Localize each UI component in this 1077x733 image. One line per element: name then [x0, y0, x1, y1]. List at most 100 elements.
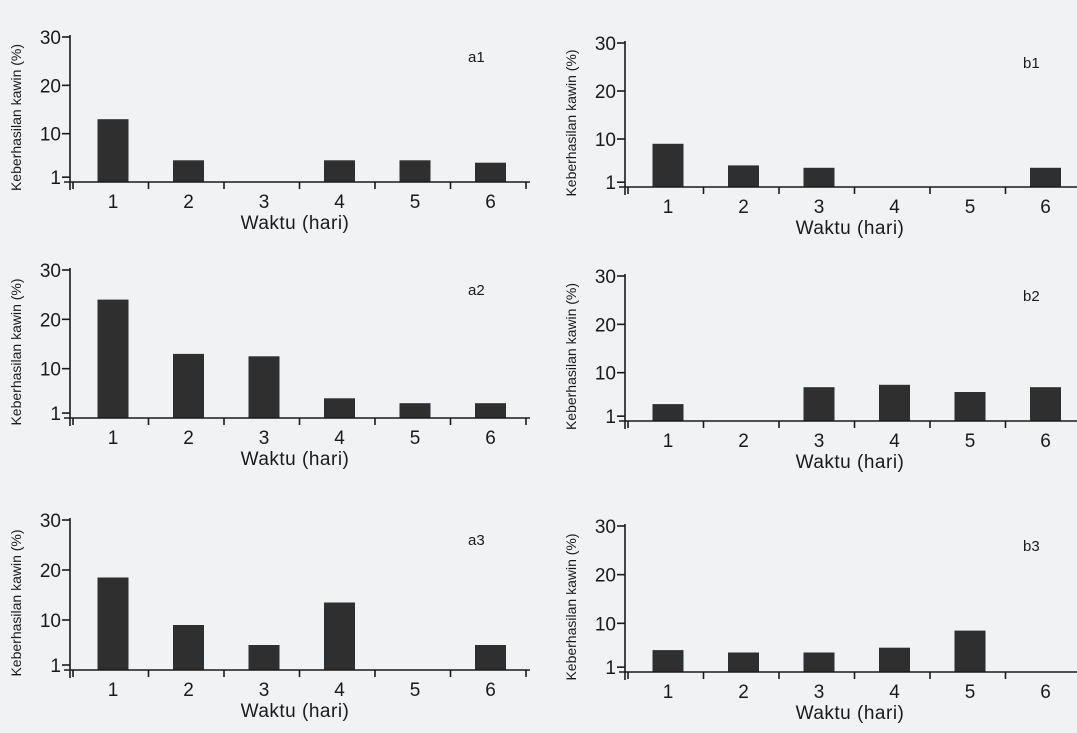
y-tick-label-a3-10: 10: [40, 611, 61, 632]
y-tick-label-a3-20: 20: [40, 561, 61, 582]
y-tick-label-a2-1: 1: [50, 404, 61, 425]
chart-panel-b3: 1 10 20 30 1 2 3 4 5 6 Waktu (hari) Keberhasilan ka…: [563, 517, 1077, 724]
y-tick-label-b1-30: 30: [595, 34, 616, 55]
bar-b2-1: [652, 404, 684, 421]
bar-a1-1: [97, 119, 129, 182]
panel-label-a1: a1: [468, 49, 485, 66]
x-tick-label-b1-1: 1: [663, 197, 674, 218]
bar-a2-2: [173, 353, 204, 418]
bar-a2-3: [248, 356, 280, 418]
panel-label-a3: a3: [468, 532, 485, 549]
x-tick-label-a2-4: 4: [334, 428, 345, 449]
x-tick-label-b2-3: 3: [814, 431, 825, 452]
y-tick-label-b2-30: 30: [595, 267, 616, 288]
x-tick-label-b3-1: 1: [663, 682, 674, 703]
bar-b2-4: [879, 384, 910, 422]
bar-b3-1: [652, 650, 684, 672]
bar-b2-5: [954, 392, 986, 421]
y-tick-label-a1-1: 1: [50, 168, 61, 189]
bar-a2-6: [475, 403, 506, 418]
x-tick-label-b2-4: 4: [889, 431, 900, 452]
x-tick-label-b1-4: 4: [889, 197, 900, 218]
y-tick-label-b2-10: 10: [595, 364, 616, 385]
bar-b1-6: [1030, 167, 1061, 187]
chart-panel-a2: 1 10 20 30 1 2 3 4 5 6 Waktu (hari) Keberhasilan ka…: [8, 261, 530, 470]
bar-b2-6: [1030, 387, 1061, 421]
bar-b3-5: [954, 630, 986, 672]
panel-label-a2: a2: [468, 282, 485, 299]
x-tick-label-b1-3: 3: [814, 197, 825, 218]
y-tick-label-a3-30: 30: [40, 511, 61, 532]
y-axis-title-b3: Keberhasilan kawin (%): [563, 533, 579, 680]
y-axis-title-a3: Keberhasilan kawin (%): [8, 529, 24, 676]
x-axis-title-a3: Waktu (hari): [241, 701, 350, 722]
x-axis-title-b3: Waktu (hari): [796, 703, 905, 724]
y-axis-title-b1: Keberhasilan kawin (%): [563, 49, 579, 196]
x-tick-label-b3-4: 4: [889, 682, 900, 703]
y-tick-label-b2-20: 20: [595, 315, 616, 336]
x-tick-label-a3-1: 1: [108, 680, 119, 701]
panel-label-b1: b1: [1023, 55, 1040, 72]
bar-b2-3: [803, 387, 835, 421]
x-tick-label-b3-6: 6: [1040, 682, 1051, 703]
y-tick-label-a1-20: 20: [40, 76, 61, 97]
chart-panel-b2: 1 10 20 30 1 2 3 4 5 6 Waktu (hari) Keberhasilan ka…: [563, 267, 1077, 473]
bar-b3-3: [803, 652, 835, 672]
x-tick-label-b3-2: 2: [738, 682, 749, 703]
x-tick-label-a1-6: 6: [485, 192, 496, 213]
panel-label-b3: b3: [1023, 538, 1040, 555]
x-tick-label-a3-2: 2: [183, 680, 194, 701]
bar-a2-1: [97, 299, 129, 418]
x-tick-label-b3-3: 3: [814, 682, 825, 703]
y-tick-label-a1-30: 30: [40, 28, 61, 49]
bar-a1-6: [475, 162, 506, 182]
bar-b3-2: [728, 652, 759, 672]
chart-panel-b1: 1 10 20 30 1 2 3 4 5 6 Waktu (hari) Keberhasilan ka…: [563, 34, 1077, 239]
x-tick-label-a2-1: 1: [108, 428, 119, 449]
x-tick-label-b1-2: 2: [738, 197, 749, 218]
x-tick-label-a2-5: 5: [410, 428, 421, 449]
bar-b1-1: [652, 143, 684, 187]
x-tick-label-a1-5: 5: [410, 192, 421, 213]
x-tick-label-a2-2: 2: [183, 428, 194, 449]
bar-b1-2: [728, 165, 759, 187]
y-tick-label-b1-10: 10: [595, 130, 616, 151]
y-axis-title-b2: Keberhasilan kawin (%): [563, 283, 579, 430]
x-tick-label-a3-5: 5: [410, 680, 421, 701]
y-tick-label-a2-20: 20: [40, 310, 61, 331]
x-tick-label-b2-2: 2: [738, 431, 749, 452]
x-tick-label-b2-1: 1: [663, 431, 674, 452]
x-tick-label-a2-3: 3: [259, 428, 270, 449]
x-tick-label-a1-3: 3: [259, 192, 270, 213]
y-tick-label-a2-10: 10: [40, 360, 61, 381]
x-tick-label-b1-5: 5: [965, 197, 976, 218]
y-tick-label-b3-10: 10: [595, 614, 616, 635]
x-tick-label-b2-6: 6: [1040, 431, 1051, 452]
y-tick-label-a1-10: 10: [40, 125, 61, 146]
bar-a3-3: [248, 645, 280, 670]
x-tick-label-a2-6: 6: [485, 428, 496, 449]
chart-panel-a3: 1 10 20 30 1 2 3 4 5 6 Waktu (hari) Keberhasilan ka…: [8, 511, 530, 722]
x-tick-label-a3-4: 4: [334, 680, 345, 701]
y-tick-label-a2-30: 30: [40, 261, 61, 282]
x-tick-label-b3-5: 5: [965, 682, 976, 703]
x-tick-label-a1-4: 4: [334, 192, 345, 213]
x-tick-label-a1-2: 2: [183, 192, 194, 213]
bar-b1-3: [803, 167, 835, 187]
y-tick-label-b2-1: 1: [605, 407, 616, 428]
y-axis-title-a2: Keberhasilan kawin (%): [8, 278, 24, 425]
x-axis-title-b1: Waktu (hari): [796, 218, 905, 239]
y-tick-label-a3-1: 1: [50, 656, 61, 677]
bar-a1-5: [399, 160, 431, 183]
bar-a2-5: [399, 403, 431, 418]
x-axis-title-a1: Waktu (hari): [241, 213, 350, 234]
bar-a3-4: [324, 602, 355, 670]
y-tick-label-b1-20: 20: [595, 82, 616, 103]
bar-a1-2: [173, 160, 204, 183]
x-tick-label-b2-5: 5: [965, 431, 976, 452]
x-axis-title-a2: Waktu (hari): [241, 449, 350, 470]
bar-b3-4: [879, 647, 910, 672]
y-tick-label-b3-30: 30: [595, 517, 616, 538]
x-tick-label-b1-6: 6: [1040, 197, 1051, 218]
